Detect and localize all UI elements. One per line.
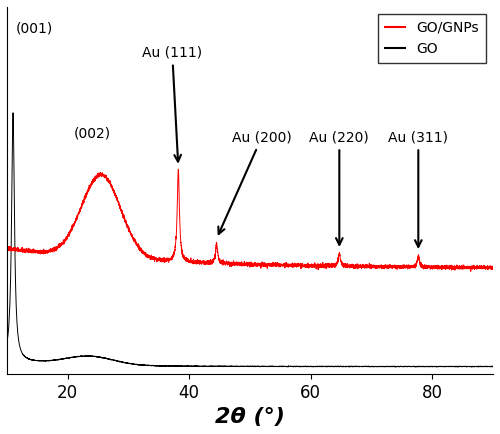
GO xyxy=(320,364,326,369)
Legend: GO/GNPs, GO: GO/GNPs, GO xyxy=(378,14,486,63)
Text: (001): (001) xyxy=(16,21,54,35)
GO xyxy=(190,363,196,368)
GO/GNPs xyxy=(190,258,196,263)
Line: GO/GNPs: GO/GNPs xyxy=(7,169,493,271)
GO xyxy=(10,110,16,115)
Text: Au (220): Au (220) xyxy=(310,131,369,245)
GO/GNPs xyxy=(176,167,182,172)
GO xyxy=(367,364,373,369)
Text: Au (200): Au (200) xyxy=(218,131,292,234)
GO xyxy=(296,364,302,369)
GO xyxy=(92,354,98,359)
Text: Au (311): Au (311) xyxy=(388,131,448,247)
Text: Au (111): Au (111) xyxy=(142,46,203,161)
X-axis label: 2θ (°): 2θ (°) xyxy=(215,407,285,427)
GO xyxy=(4,339,10,345)
GO/GNPs xyxy=(468,269,474,274)
GO xyxy=(468,365,474,370)
Text: (002): (002) xyxy=(74,127,110,141)
GO/GNPs xyxy=(92,174,98,179)
GO/GNPs xyxy=(320,265,326,270)
GO/GNPs xyxy=(404,264,409,269)
GO/GNPs xyxy=(367,264,373,269)
GO/GNPs xyxy=(490,264,496,270)
Line: GO: GO xyxy=(7,113,493,367)
GO xyxy=(404,364,409,369)
GO/GNPs xyxy=(296,261,302,266)
GO xyxy=(490,364,496,369)
GO/GNPs xyxy=(4,246,10,251)
